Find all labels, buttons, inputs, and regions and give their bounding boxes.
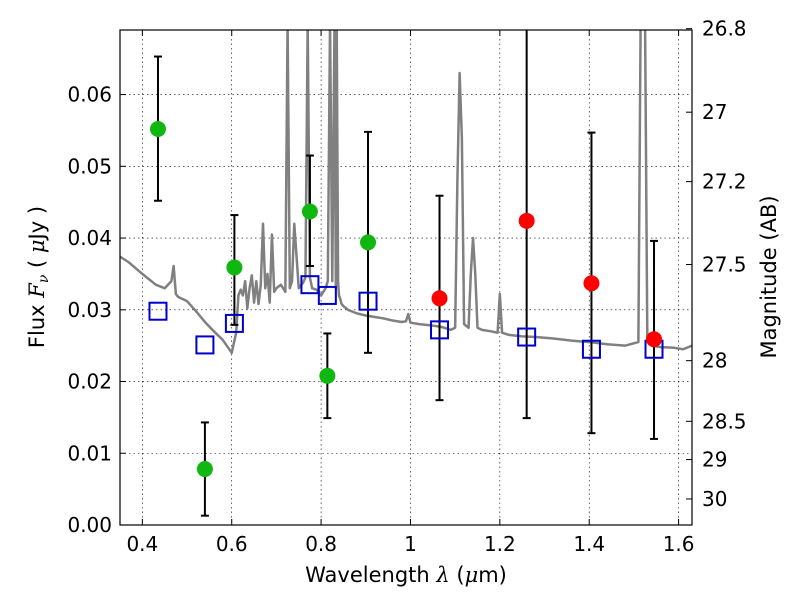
- x-tick-label: 1: [404, 532, 417, 556]
- model-photometry-square: [300, 275, 320, 295]
- x-tick-label: 0.6: [216, 532, 248, 556]
- observed-green-point: [319, 367, 336, 384]
- right-axis-title: Magnitude (AB): [757, 195, 781, 358]
- right-tick-label: 27.2: [702, 170, 747, 194]
- right-tick-label: 30: [702, 487, 727, 511]
- right-tick-label: 29: [702, 448, 727, 472]
- y-tick-label: 0.02: [67, 370, 112, 394]
- x-tick-label: 1.2: [484, 532, 516, 556]
- marker-layer: [148, 121, 664, 478]
- observed-red-point: [583, 275, 600, 292]
- x-tick-label: 0.4: [126, 532, 158, 556]
- observed-red-point: [646, 331, 663, 348]
- right-tick-label: 27.5: [702, 253, 747, 277]
- x-axis-title: Wavelength λ (μm): [305, 563, 507, 587]
- axes-layer: 0.4 0.6 0.8 1 1.2 1.4 1.6 0.00 0.01 0.02 0.03 0.04 0…: [67, 17, 746, 556]
- right-tick-label: 28: [702, 349, 727, 373]
- observed-red-point: [518, 212, 535, 229]
- model-photometry-square: [317, 285, 337, 305]
- grid: [120, 30, 692, 526]
- model-photometry-square: [358, 291, 378, 311]
- model-photometry-square: [195, 335, 215, 355]
- model-photometry-square: [517, 327, 537, 347]
- y-tick-label: 0.06: [67, 83, 112, 107]
- y-tick-label: 0.05: [67, 154, 112, 178]
- observed-red-point: [431, 290, 448, 307]
- y-tick-label: 0.01: [67, 441, 112, 465]
- model-photometry-square: [430, 320, 450, 340]
- y-tick-label: 0.03: [67, 298, 112, 322]
- y-tick-label: 0.04: [67, 226, 112, 250]
- x-tick-label: 0.8: [305, 532, 337, 556]
- model-photometry-square: [224, 313, 244, 333]
- observed-green-point: [149, 121, 166, 137]
- plot-frame: [119, 29, 693, 526]
- observed-green-point: [196, 461, 213, 478]
- right-tick-label: 26.8: [702, 17, 747, 41]
- x-tick-label: 1.6: [663, 532, 695, 556]
- observed-green-point: [301, 203, 318, 220]
- observed-green-point: [360, 234, 377, 251]
- model-photometry-square: [581, 339, 601, 359]
- model-photometry-square: [148, 301, 168, 321]
- x-tick-label: 1.4: [573, 532, 605, 556]
- right-tick-label: 27: [702, 100, 727, 124]
- y-axis-title: Flux Fν ( μJy ): [25, 206, 52, 348]
- right-tick-label: 28.5: [702, 409, 747, 433]
- observed-green-point: [226, 259, 243, 276]
- y-tick-label: 0.00: [67, 513, 112, 537]
